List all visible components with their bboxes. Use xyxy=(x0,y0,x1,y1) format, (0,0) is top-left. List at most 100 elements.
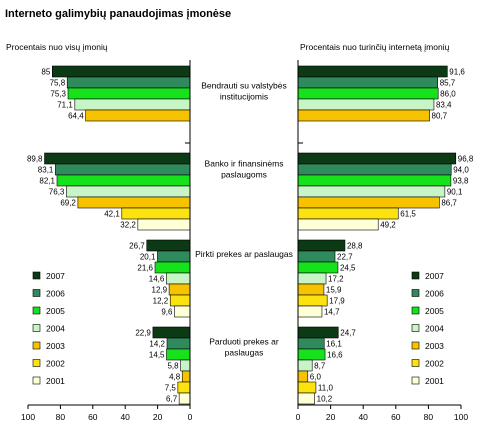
data-label: 32,2 xyxy=(120,221,136,230)
data-label: 8,7 xyxy=(314,362,326,371)
bar-left-2-2005 xyxy=(154,261,191,274)
data-label: 64,4 xyxy=(68,112,84,121)
data-label: 21,6 xyxy=(137,264,153,273)
legend-swatch-2003 xyxy=(411,341,420,350)
bar-right-2-2001 xyxy=(297,305,323,318)
data-label: 20,1 xyxy=(140,253,156,262)
bar-right-1-2007 xyxy=(297,152,457,165)
legend-label-2001: 2001 xyxy=(425,376,444,386)
left-panel-label: Procentais nuo visų įmonių xyxy=(6,42,108,52)
bar-left-3-2004 xyxy=(180,359,191,372)
legend-swatch-2007 xyxy=(32,271,41,280)
bar-left-0-2005 xyxy=(67,87,191,100)
x-tick-label: 20 xyxy=(153,412,163,422)
bar-left-2-2003 xyxy=(168,283,191,296)
bar-right-1-2002 xyxy=(297,207,399,220)
bar-left-2-2004 xyxy=(166,272,191,285)
bar-right-3-2006 xyxy=(297,337,325,350)
data-label: 9,6 xyxy=(161,308,173,317)
legend-label-2004: 2004 xyxy=(425,324,444,334)
data-label: 14,5 xyxy=(149,351,165,360)
chart-title: Interneto galimybių panaudojimas įmonėse xyxy=(5,8,231,20)
legend-label-2004: 2004 xyxy=(46,324,65,334)
bar-right-2-2004 xyxy=(297,272,327,285)
legend-label-2003: 2003 xyxy=(46,341,65,351)
data-label: 6,7 xyxy=(166,395,178,404)
legend-swatch-2002 xyxy=(32,359,41,367)
data-label: 14,7 xyxy=(324,308,340,317)
category-label: institucijomis xyxy=(220,92,268,102)
bar-left-0-2003 xyxy=(85,109,191,122)
data-label: 90,1 xyxy=(447,188,463,197)
bar-right-2-2007 xyxy=(297,239,346,252)
x-tick-label: 100 xyxy=(454,412,468,422)
data-label: 94,0 xyxy=(453,166,469,175)
bar-left-1-2001 xyxy=(137,218,191,231)
data-label: 7,5 xyxy=(165,384,177,393)
bar-right-1-2001 xyxy=(297,218,379,231)
bar-right-0-2003 xyxy=(297,109,430,122)
bar-left-2-2006 xyxy=(157,250,191,263)
category-label: paslaugoms xyxy=(221,170,267,180)
legend-swatch-2002 xyxy=(411,359,420,367)
bar-left-2-2001 xyxy=(174,305,191,318)
bar-left-2-2002 xyxy=(169,294,191,307)
legend-label-2007: 2007 xyxy=(425,271,444,281)
legend-label-2002: 2002 xyxy=(46,359,65,369)
x-tick-label: 80 xyxy=(424,412,434,422)
data-label: 16,1 xyxy=(326,340,342,349)
category-label: Bendrauti su valstybės xyxy=(201,81,287,91)
legend-swatch-2004 xyxy=(411,324,420,332)
legend-label-2001: 2001 xyxy=(46,376,65,386)
x-tick-label: 40 xyxy=(358,412,368,422)
data-label: 24,5 xyxy=(340,264,356,273)
bar-right-2-2005 xyxy=(297,261,339,274)
data-label: 12,9 xyxy=(152,286,168,295)
legend-label-2005: 2005 xyxy=(425,306,444,316)
bar-left-3-2005 xyxy=(166,348,191,361)
x-tick-label: 20 xyxy=(326,412,336,422)
bar-right-0-2004 xyxy=(297,98,435,111)
bar-left-1-2003 xyxy=(77,196,191,209)
bar-left-1-2006 xyxy=(55,163,191,176)
bar-right-3-2001 xyxy=(297,392,315,405)
data-label: 6,0 xyxy=(310,373,322,382)
bar-right-2-2006 xyxy=(297,250,336,263)
x-tick-label: 60 xyxy=(391,412,401,422)
bar-right-0-2006 xyxy=(297,76,438,89)
x-tick-label: 0 xyxy=(188,412,193,422)
data-label: 14,2 xyxy=(149,340,165,349)
data-label: 42,1 xyxy=(104,210,120,219)
legend-label-2002: 2002 xyxy=(425,359,444,369)
x-tick-label: 60 xyxy=(88,412,98,422)
bar-left-3-2007 xyxy=(152,326,191,339)
data-label: 49,2 xyxy=(380,221,396,230)
data-label: 22,9 xyxy=(135,329,151,338)
bar-right-1-2005 xyxy=(297,174,452,187)
legend-swatch-2006 xyxy=(411,289,420,297)
data-label: 5,8 xyxy=(167,362,179,371)
x-tick-label: 80 xyxy=(56,412,66,422)
bar-right-1-2003 xyxy=(297,196,440,209)
bar-right-3-2007 xyxy=(297,326,339,339)
legend-swatch-2001 xyxy=(411,376,420,385)
data-label: 89,8 xyxy=(27,155,43,164)
data-label: 76,3 xyxy=(49,188,65,197)
data-label: 17,9 xyxy=(329,297,345,306)
data-label: 28,8 xyxy=(347,242,363,251)
bar-left-0-2007 xyxy=(51,65,191,78)
bar-right-1-2004 xyxy=(297,185,446,198)
data-label: 15,9 xyxy=(326,286,342,295)
data-label: 24,7 xyxy=(340,329,356,338)
category-label: Pirkti prekes ar paslaugas xyxy=(195,249,293,259)
legend-swatch-2007 xyxy=(411,271,420,280)
legend-label-2006: 2006 xyxy=(425,289,444,299)
data-label: 82,1 xyxy=(39,177,55,186)
legend-swatch-2004 xyxy=(32,324,41,332)
bar-left-1-2004 xyxy=(66,185,191,198)
legend-swatch-2001 xyxy=(32,376,41,385)
bar-left-3-2006 xyxy=(166,337,191,350)
bar-left-1-2005 xyxy=(56,174,191,187)
